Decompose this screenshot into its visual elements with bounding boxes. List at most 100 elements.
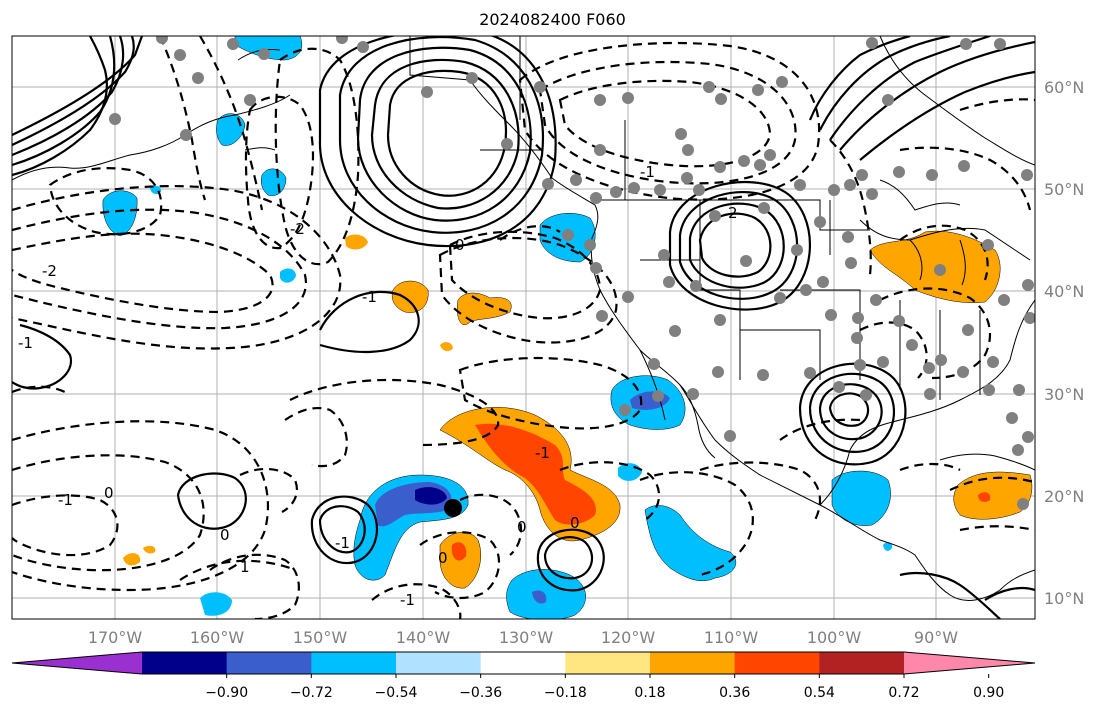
station-marker (924, 388, 936, 400)
contour-label: -1 (535, 444, 550, 462)
station-marker (596, 310, 608, 322)
lat-tick: 10°N (1044, 589, 1084, 608)
lon-tick: 120°W (601, 628, 656, 647)
station-marker (987, 356, 999, 368)
station-marker (421, 86, 433, 98)
contour-label: -1 (18, 334, 33, 352)
station-marker (957, 366, 969, 378)
contour-label: -1 (400, 591, 415, 609)
contour-label: -2 (290, 220, 305, 238)
station-marker (764, 149, 776, 161)
station-marker (754, 159, 766, 171)
negative-anomaly-aleutian (102, 190, 138, 237)
station-marker (619, 404, 631, 416)
positive-anomaly-small-5 (123, 553, 141, 566)
colorbar-bin (650, 652, 736, 674)
station-marker (682, 144, 694, 156)
station-marker (842, 231, 854, 243)
positive-anomaly-northeast-pacific (391, 280, 429, 313)
station-marker (982, 239, 994, 251)
station-marker (466, 72, 478, 84)
colorbar-label: 0.54 (804, 685, 835, 701)
strong-anomaly-small-1 (451, 542, 467, 561)
station-marker (994, 38, 1006, 50)
station-marker (1024, 312, 1035, 324)
station-marker (658, 249, 670, 261)
positive-anomaly-caribbean (953, 471, 1033, 520)
contour-label: -1 (362, 288, 377, 306)
station-marker (882, 94, 894, 106)
station-marker (926, 169, 938, 181)
map-border (11, 35, 1036, 620)
station-marker (714, 314, 726, 326)
station-marker (851, 332, 863, 344)
negative-anomaly-east-pacific (644, 505, 737, 582)
station-marker (703, 81, 715, 93)
strong-anomaly-mexico (475, 423, 596, 525)
station-marker (757, 369, 769, 381)
strong-anomaly-caribbean (978, 492, 991, 503)
colorbar-label: 0.36 (719, 685, 750, 701)
station-marker (594, 144, 606, 156)
station-marker (648, 358, 660, 370)
station-marker (893, 315, 905, 327)
station-marker (724, 430, 736, 442)
colorbar-label: 0.90 (973, 685, 1004, 701)
lon-tick: 110°W (704, 628, 759, 647)
station-marker (852, 312, 864, 324)
lon-tick: 160°W (190, 628, 245, 647)
station-marker (681, 172, 693, 184)
colorbar-bin (734, 652, 820, 674)
station-marker (906, 339, 918, 351)
station-marker (958, 160, 970, 172)
station-marker (714, 161, 726, 173)
station-marker (998, 294, 1010, 306)
station-marker (244, 94, 256, 106)
latitude-ticks: 60°N 50°N 40°N 30°N 20°N 10°N (1044, 78, 1084, 608)
positive-anomaly-small-2 (457, 292, 512, 325)
station-marker (1022, 279, 1034, 291)
station-marker (675, 128, 687, 140)
station-marker (180, 129, 192, 141)
station-marker (1013, 384, 1025, 396)
station-marker (866, 188, 878, 200)
station-marker (622, 291, 634, 303)
dashed-contours (12, 36, 1035, 619)
station-marker (258, 48, 270, 60)
coastlines-and-borders (12, 36, 1035, 601)
station-marker (687, 388, 699, 400)
station-marker (109, 113, 121, 125)
lon-tick: 140°W (396, 628, 451, 647)
station-marker (174, 49, 186, 61)
station-marker (534, 81, 546, 93)
colorbar-bin (226, 652, 312, 674)
station-marker (800, 284, 812, 296)
station-marker (610, 186, 622, 198)
lon-tick: 90°W (914, 628, 958, 647)
contour-label: -2 (42, 262, 57, 280)
station-marker (825, 309, 837, 321)
station-marker (833, 381, 845, 393)
lat-tick: 60°N (1044, 78, 1084, 97)
station-marker (866, 37, 878, 49)
station-marker (752, 84, 764, 96)
colorbar-bin (311, 652, 397, 674)
station-marker (923, 362, 935, 374)
negative-anomaly-deep (415, 487, 447, 505)
station-marker (693, 184, 705, 196)
colorbar-bin (142, 652, 228, 674)
colorbar-label: −0.72 (290, 685, 333, 701)
station-marker (844, 179, 856, 191)
station-marker (709, 210, 721, 222)
station-marker (715, 93, 727, 105)
station-markers (109, 36, 1035, 510)
station-marker (960, 38, 972, 50)
negative-anomaly-south-core (532, 590, 547, 604)
negative-anomaly-bering (216, 113, 246, 146)
station-marker (336, 36, 348, 44)
station-marker (594, 94, 606, 106)
negative-anomaly-small-1 (280, 268, 296, 283)
contour-label: 0 (455, 236, 465, 254)
station-marker (663, 276, 675, 288)
station-marker (156, 36, 168, 44)
